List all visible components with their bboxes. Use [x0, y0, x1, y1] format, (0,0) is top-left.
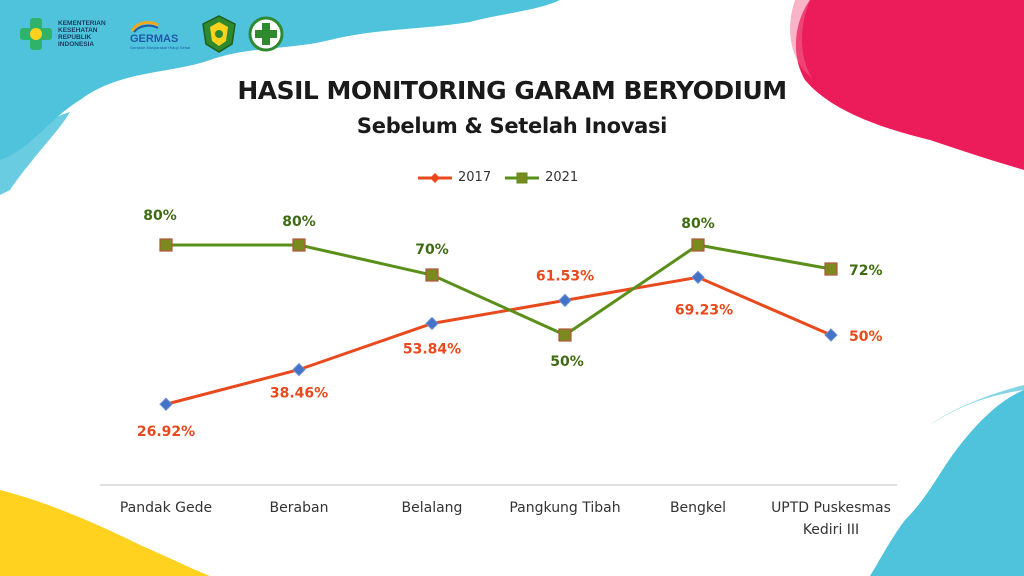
data-label-2021: 50%: [550, 354, 584, 370]
series-line-2017: [165, 275, 832, 406]
germas-swoosh-icon: [130, 20, 159, 33]
legend-item-2017: 2017: [418, 170, 491, 185]
regional-emblem-icon: [202, 15, 237, 53]
legend-label-2021: 2021: [545, 170, 579, 185]
data-label-2017: 53.84%: [403, 341, 461, 357]
x-tick-label: Pangkung Tibah: [509, 500, 620, 516]
series-line-2021: [166, 243, 832, 337]
data-point-2017: [824, 328, 838, 342]
germas-title: GERMAS: [130, 32, 179, 45]
data-label-2017: 69.23%: [675, 302, 733, 318]
kemenkes-logo: KEMENTERIAN KESEHATAN REPUBLIK INDONESIA: [18, 16, 120, 52]
data-point-2021: [425, 268, 439, 282]
data-point-2021: [691, 238, 705, 252]
legend-label-2017: 2017: [458, 170, 492, 185]
data-label-2021: 80%: [681, 216, 715, 232]
x-tick-label: Belalang: [402, 500, 463, 516]
germas-logo: GERMAS Gerakan Masyarakat Hidup Sehat: [130, 19, 190, 50]
germas-subtitle: Gerakan Masyarakat Hidup Sehat: [130, 44, 191, 50]
data-point-2017: [159, 397, 173, 411]
data-label-2017: 61.53%: [536, 268, 594, 284]
kemenkes-emblem-icon: [20, 18, 52, 50]
data-label-2017: 26.92%: [137, 424, 195, 440]
legend-item-2021: 2021: [505, 170, 578, 185]
chart-title: HASIL MONITORING GARAM BERYODIUM: [237, 76, 787, 105]
data-label-2017: 50%: [849, 329, 883, 345]
data-label-2021: 72%: [849, 263, 883, 279]
data-label-2021: 80%: [282, 214, 316, 230]
x-tick-label: Bengkel: [670, 500, 726, 516]
legend-marker-2017: [418, 172, 452, 183]
puskesmas-logo-icon: [248, 16, 284, 52]
x-tick-label: Beraban: [270, 500, 329, 516]
data-point-2017: [292, 362, 306, 377]
data-label-2017: 38.46%: [270, 386, 328, 402]
data-point-2021: [292, 238, 306, 252]
data-point-2017: [691, 270, 705, 285]
data-point-2021: [159, 238, 173, 252]
chart-legend: 2017 2021: [418, 170, 578, 185]
data-label-2021: 80%: [143, 208, 177, 224]
legend-marker-2021: [505, 172, 540, 183]
x-tick-label: Pandak Gede: [120, 500, 212, 516]
data-point-2017: [425, 316, 439, 331]
x-tick-label: UPTD Puskesmas Kediri III: [771, 500, 891, 538]
kemenkes-text: KEMENTERIAN KESEHATAN REPUBLIK INDONESIA: [58, 20, 106, 48]
chart-subtitle: Sebelum & Setelah Inovasi: [356, 114, 668, 138]
data-point-2021: [558, 328, 572, 342]
data-point-2021: [824, 262, 838, 276]
data-label-2021: 70%: [415, 242, 449, 258]
logo-bar: KEMENTERIAN KESEHATAN REPUBLIK INDONESIA…: [18, 14, 284, 54]
data-point-2017: [558, 293, 572, 308]
